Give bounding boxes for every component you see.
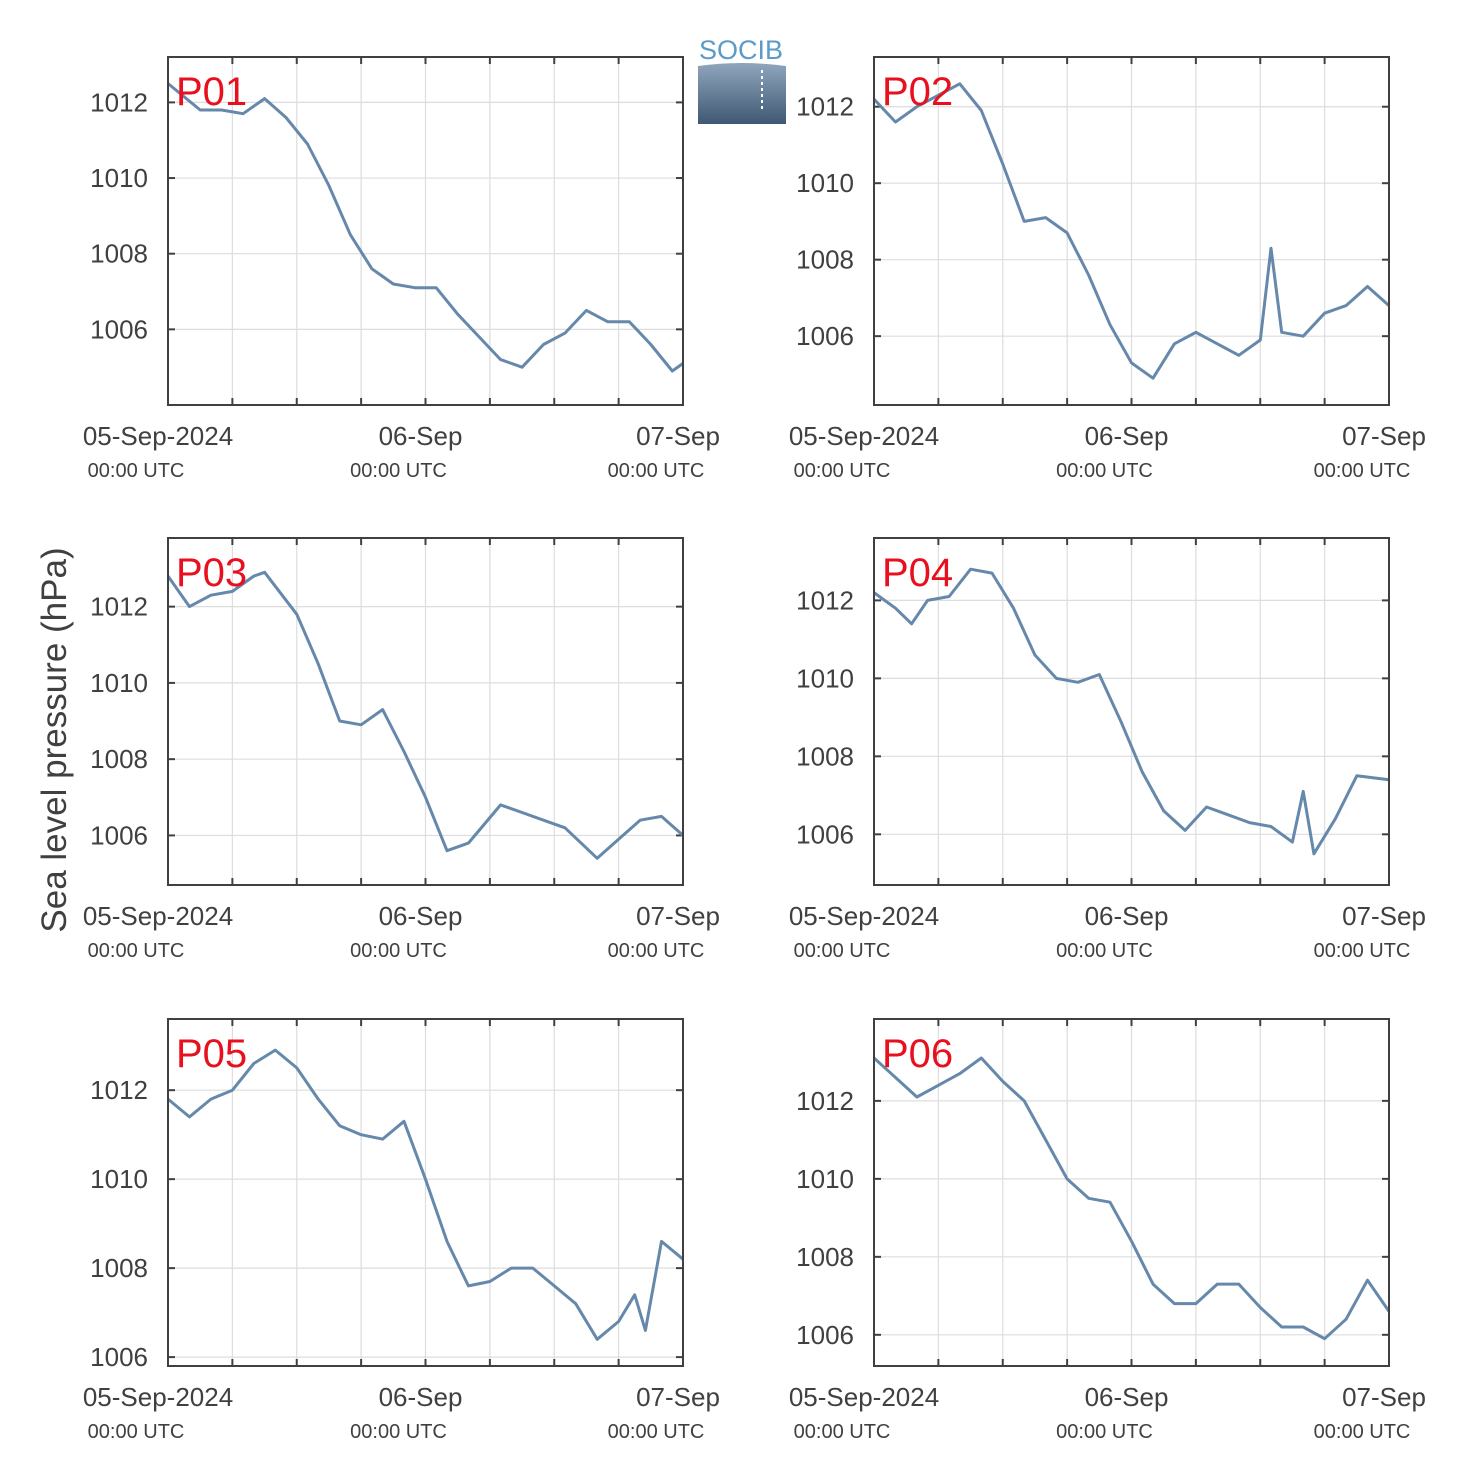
x-tick-label: 05-Sep-2024 bbox=[789, 901, 939, 931]
panel-p03: 1006 1008 1010 1012 P03 05-Sep-2024 00:00 UTC 0… bbox=[83, 537, 720, 962]
plot-frame bbox=[873, 1018, 1390, 1367]
x-tick-label: 06-Sep bbox=[379, 421, 463, 451]
y-tick-label: 1008 bbox=[90, 744, 148, 774]
x-tick-sublabel: 00:00 UTC bbox=[794, 940, 891, 962]
y-tick-label: 1010 bbox=[90, 668, 148, 698]
y-tick-label: 1006 bbox=[796, 321, 854, 351]
series-line-p04 bbox=[873, 567, 1390, 856]
x-tick-label: 05-Sep-2024 bbox=[789, 421, 939, 451]
socib-logo: SOCIB bbox=[698, 35, 786, 124]
x-tick-sublabel: 00:00 UTC bbox=[1056, 460, 1153, 482]
x-tick-sublabel: 00:00 UTC bbox=[88, 460, 185, 482]
y-tick-label: 1012 bbox=[796, 92, 854, 122]
series-line-p03 bbox=[166, 570, 684, 860]
x-tick-label: 06-Sep bbox=[1085, 901, 1169, 931]
series-line-p06 bbox=[872, 1056, 1391, 1341]
panel-label: P04 bbox=[882, 551, 953, 595]
y-tick-label: 1010 bbox=[796, 1164, 854, 1194]
x-tick-sublabel: 00:00 UTC bbox=[350, 460, 447, 482]
y-tick-label: 1012 bbox=[90, 592, 148, 622]
panel-label: P03 bbox=[176, 551, 247, 595]
plot-frame bbox=[873, 537, 1390, 886]
x-tick-label: 07-Sep bbox=[636, 1382, 720, 1412]
series-line-p01 bbox=[167, 82, 684, 373]
y-tick-label: 1006 bbox=[90, 820, 148, 850]
plot-frame bbox=[873, 56, 1390, 406]
panel-p01: 1006 1008 1010 1012 P01 05-Sep-2024 00:00 UTC 0… bbox=[83, 56, 720, 482]
x-tick-label: 07-Sep bbox=[1342, 421, 1426, 451]
panel-p05: 1006 1008 1010 1012 P05 05-Sep-2024 00:00 UTC 0… bbox=[83, 1018, 720, 1443]
x-tick-label: 06-Sep bbox=[379, 901, 463, 931]
x-tick-sublabel: 00:00 UTC bbox=[608, 940, 705, 962]
x-tick-sublabel: 00:00 UTC bbox=[350, 940, 447, 962]
x-tick-label: 05-Sep-2024 bbox=[789, 1382, 939, 1412]
y-axis-label: Sea level pressure (hPa) bbox=[35, 547, 74, 932]
panel-label: P05 bbox=[176, 1032, 247, 1076]
x-tick-label: 06-Sep bbox=[1085, 1382, 1169, 1412]
x-tick-sublabel: 00:00 UTC bbox=[1314, 460, 1411, 482]
x-tick-sublabel: 00:00 UTC bbox=[794, 1421, 891, 1443]
x-tick-sublabel: 00:00 UTC bbox=[88, 1421, 185, 1443]
y-tick-label: 1008 bbox=[796, 1242, 854, 1272]
x-tick-sublabel: 00:00 UTC bbox=[88, 940, 185, 962]
x-tick-label: 06-Sep bbox=[379, 1382, 463, 1412]
y-tick-label: 1012 bbox=[90, 87, 148, 117]
panel-label: P01 bbox=[176, 70, 247, 114]
y-tick-label: 1006 bbox=[90, 1342, 148, 1372]
plot-frame bbox=[167, 56, 684, 406]
x-tick-label: 05-Sep-2024 bbox=[83, 901, 233, 931]
x-tick-label: 07-Sep bbox=[1342, 901, 1426, 931]
x-tick-sublabel: 00:00 UTC bbox=[1314, 940, 1411, 962]
y-tick-label: 1010 bbox=[90, 1164, 148, 1194]
x-tick-sublabel: 00:00 UTC bbox=[1314, 1421, 1411, 1443]
x-tick-sublabel: 00:00 UTC bbox=[608, 1421, 705, 1443]
y-tick-label: 1006 bbox=[90, 314, 148, 344]
plot-frame bbox=[167, 537, 684, 886]
y-tick-label: 1006 bbox=[796, 819, 854, 849]
y-tick-label: 1012 bbox=[796, 585, 854, 615]
x-tick-sublabel: 00:00 UTC bbox=[1056, 940, 1153, 962]
x-tick-label: 06-Sep bbox=[1085, 421, 1169, 451]
y-tick-label: 1008 bbox=[90, 239, 148, 269]
plot-frame bbox=[167, 1018, 684, 1367]
y-tick-label: 1008 bbox=[90, 1253, 148, 1283]
series-line-p05 bbox=[167, 1048, 684, 1341]
y-tick-label: 1010 bbox=[90, 163, 148, 193]
panel-label: P06 bbox=[882, 1032, 953, 1076]
x-tick-sublabel: 00:00 UTC bbox=[794, 460, 891, 482]
panel-label: P02 bbox=[882, 70, 953, 114]
y-tick-label: 1010 bbox=[796, 663, 854, 693]
panel-p02: 1006 1008 1010 1012 P02 05-Sep-2024 00:00 UTC 0… bbox=[789, 56, 1426, 482]
x-tick-sublabel: 00:00 UTC bbox=[350, 1421, 447, 1443]
y-tick-label: 1012 bbox=[90, 1075, 148, 1105]
x-tick-sublabel: 00:00 UTC bbox=[1056, 1421, 1153, 1443]
y-tick-label: 1008 bbox=[796, 741, 854, 771]
series-line-p02 bbox=[872, 82, 1390, 380]
x-tick-label: 07-Sep bbox=[636, 901, 720, 931]
x-tick-label: 07-Sep bbox=[1342, 1382, 1426, 1412]
y-tick-label: 1012 bbox=[796, 1086, 854, 1116]
logo-text: SOCIB bbox=[699, 35, 783, 65]
panel-p06: 1006 1008 1010 1012 P06 05-Sep-2024 00:00 UTC 0… bbox=[789, 1018, 1426, 1443]
y-tick-label: 1006 bbox=[796, 1320, 854, 1350]
y-tick-label: 1008 bbox=[796, 245, 854, 275]
x-tick-label: 05-Sep-2024 bbox=[83, 421, 233, 451]
x-tick-label: 05-Sep-2024 bbox=[83, 1382, 233, 1412]
x-tick-sublabel: 00:00 UTC bbox=[608, 460, 705, 482]
x-tick-label: 07-Sep bbox=[636, 421, 720, 451]
panel-p04: 1006 1008 1010 1012 P04 05-Sep-2024 00:00 UTC 0… bbox=[789, 537, 1426, 962]
y-tick-label: 1010 bbox=[796, 168, 854, 198]
